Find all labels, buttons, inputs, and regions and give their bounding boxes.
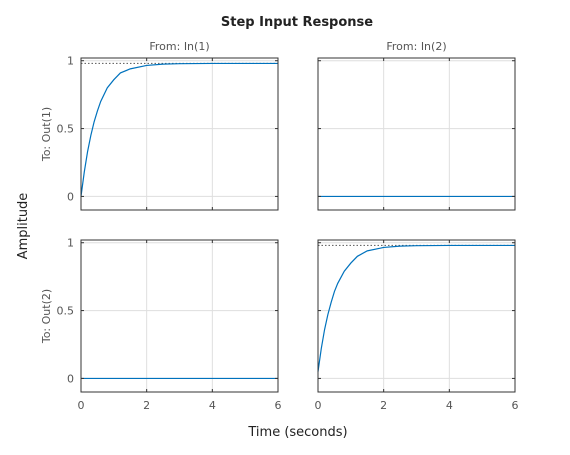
y-tick-label: 1 xyxy=(67,55,74,68)
subplot-grid: From: In(1) From: In(2) To: Out(1) To: Out(… xyxy=(40,40,519,412)
x-tick-label: 4 xyxy=(446,399,453,412)
axes-frame xyxy=(317,239,516,393)
x-tick-label: 6 xyxy=(275,399,282,412)
plot-area xyxy=(318,240,515,392)
y-tick-label: 0.5 xyxy=(57,123,75,136)
column-header: From: In(2) xyxy=(386,40,446,53)
plot-area xyxy=(81,58,278,210)
response-line xyxy=(317,244,515,372)
y-tick-label: 0.5 xyxy=(57,305,75,318)
subplot-2-2: 0 2 4 6 xyxy=(315,239,519,412)
x-tick-label: 4 xyxy=(209,399,216,412)
axes-frame xyxy=(80,57,279,211)
axes-frame xyxy=(80,239,279,393)
column-header: From: In(1) xyxy=(149,40,209,53)
plot-area xyxy=(81,240,278,392)
subplot-2-1: 0 0.5 1 0 2 4 6 xyxy=(57,237,282,412)
y-tick-label: 0 xyxy=(67,190,74,203)
row-header: To: Out(1) xyxy=(40,107,53,162)
y-axis-label: Amplitude xyxy=(16,193,31,260)
y-tick-label: 1 xyxy=(67,237,74,250)
subplot-1-2 xyxy=(317,57,516,211)
x-tick-label: 2 xyxy=(380,399,387,412)
plot-area xyxy=(318,58,515,210)
chart-title: Step Input Response xyxy=(221,15,373,30)
x-axis-label: Time (seconds) xyxy=(247,425,347,440)
axes-frame xyxy=(317,57,516,211)
x-tick-label: 0 xyxy=(315,399,322,412)
x-tick-label: 6 xyxy=(512,399,519,412)
response-line xyxy=(80,62,278,197)
row-header: To: Out(2) xyxy=(40,289,53,344)
x-tick-label: 2 xyxy=(143,399,150,412)
subplot-1-1: 00.51 xyxy=(57,55,279,211)
x-tick-label: 0 xyxy=(78,399,85,412)
y-tick-label: 0 xyxy=(67,372,74,385)
